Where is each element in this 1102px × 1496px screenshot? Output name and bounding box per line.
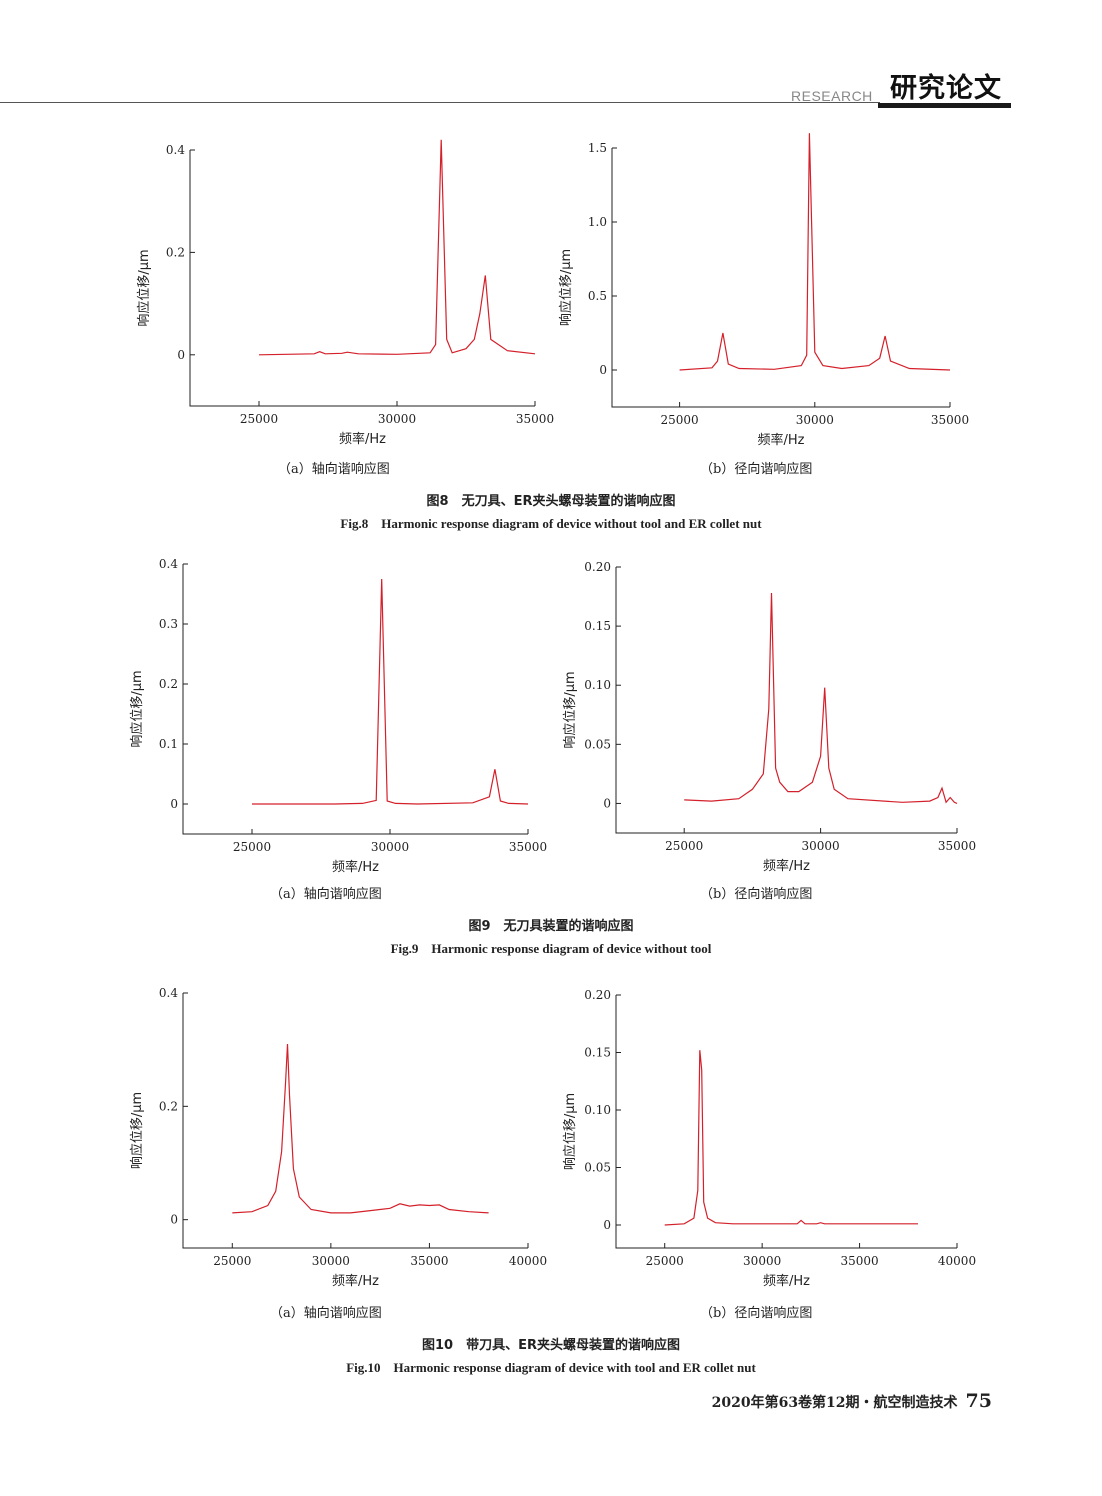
y-tick-label: 0.2 xyxy=(166,245,185,259)
figure-caption-en: Fig.9 Harmonic response diagram of devic… xyxy=(390,941,712,956)
figure-caption-en: Fig.10 Harmonic response diagram of devi… xyxy=(346,1360,756,1375)
y-tick-label: 0 xyxy=(603,1218,611,1232)
x-tick-label: 35000 xyxy=(516,412,554,426)
x-axis-title: 频率/Hz xyxy=(332,1273,379,1289)
y-tick-label: 0.4 xyxy=(159,557,178,571)
x-tick-label: 40000 xyxy=(938,1254,976,1268)
y-tick-label: 0.15 xyxy=(584,1046,611,1060)
axis-lines xyxy=(182,564,528,835)
page-footer: 2020年第63卷第12期・航空制造技术 75 xyxy=(712,1390,992,1412)
axis-lines xyxy=(182,993,528,1249)
y-tick-label: 0.15 xyxy=(584,619,611,633)
y-tick-label: 0.10 xyxy=(584,1103,611,1117)
x-tick-label: 30000 xyxy=(371,840,409,854)
y-tick-label: 0.2 xyxy=(159,1099,178,1113)
x-axis-title: 频率/Hz xyxy=(763,858,810,874)
y-tick-label: 0 xyxy=(599,363,607,377)
x-tick-label: 35000 xyxy=(931,413,969,427)
x-axis-title: 频率/Hz xyxy=(758,432,805,448)
axis-lines xyxy=(189,150,535,407)
page-number: 75 xyxy=(965,1390,992,1412)
y-tick-label: 1.0 xyxy=(588,215,607,229)
x-tick-label: 25000 xyxy=(646,1254,684,1268)
x-tick-label: 25000 xyxy=(661,413,699,427)
y-axis-title: 响应位移/μm xyxy=(129,1092,145,1169)
y-tick-label: 1.5 xyxy=(588,141,607,155)
x-tick-label: 35000 xyxy=(410,1254,448,1268)
y-tick-label: 0.05 xyxy=(584,1161,611,1175)
y-tick-label: 0.20 xyxy=(584,988,611,1002)
subcaption-fig10-b: （b）径向谐响应图 xyxy=(700,1306,813,1321)
series-line xyxy=(258,139,536,356)
x-tick-label: 35000 xyxy=(840,1254,878,1268)
figure-caption-zh: 图9 无刀具装置的谐响应图 xyxy=(468,919,634,934)
y-tick-label: 0.5 xyxy=(588,289,607,303)
y-tick-label: 0.10 xyxy=(584,678,611,692)
figure-caption-zh: 图10 带刀具、ER夹头螺母装置的谐响应图 xyxy=(422,1338,680,1353)
y-tick-label: 0 xyxy=(170,1213,178,1227)
y-tick-label: 0.1 xyxy=(159,737,178,751)
x-tick-label: 25000 xyxy=(213,1254,251,1268)
x-axis-title: 频率/Hz xyxy=(339,431,386,447)
x-tick-label: 30000 xyxy=(796,413,834,427)
y-tick-label: 0 xyxy=(603,796,611,810)
axis-lines xyxy=(615,567,957,834)
series-line xyxy=(664,1050,918,1226)
figure-caption-zh: 图8 无刀具、ER夹头螺母装置的谐响应图 xyxy=(426,494,676,509)
subcaption-fig8-b: （b）径向谐响应图 xyxy=(700,462,813,477)
series-line xyxy=(232,1043,489,1214)
y-axis-title: 响应位移/μm xyxy=(129,670,145,747)
x-axis-title: 频率/Hz xyxy=(763,1273,810,1289)
series-line xyxy=(252,578,529,805)
y-tick-label: 0 xyxy=(170,797,178,811)
subcaption-fig10-a: （a）轴向谐响应图 xyxy=(270,1306,382,1321)
y-tick-label: 0.4 xyxy=(159,986,178,1000)
y-axis-title: 响应位移/μm xyxy=(562,1093,578,1170)
y-tick-label: 0.3 xyxy=(159,617,178,631)
series-line xyxy=(684,592,958,804)
y-tick-label: 0.2 xyxy=(159,677,178,691)
y-tick-label: 0.4 xyxy=(166,143,185,157)
subcaption-fig9-b: （b）径向谐响应图 xyxy=(700,887,813,902)
y-tick-label: 0.20 xyxy=(584,560,611,574)
x-tick-label: 25000 xyxy=(240,412,278,426)
x-tick-label: 30000 xyxy=(802,839,840,853)
y-tick-label: 0.05 xyxy=(584,737,611,751)
subcaption-fig8-a: （a）轴向谐响应图 xyxy=(278,462,390,477)
y-axis-title: 响应位移/μm xyxy=(562,671,578,748)
figure-caption-en: Fig.8 Harmonic response diagram of devic… xyxy=(340,516,762,531)
axis-lines xyxy=(611,148,950,408)
x-tick-label: 30000 xyxy=(312,1254,350,1268)
y-axis-title: 响应位移/μm xyxy=(136,249,152,326)
x-tick-label: 30000 xyxy=(743,1254,781,1268)
x-tick-label: 30000 xyxy=(378,412,416,426)
x-tick-label: 35000 xyxy=(509,840,547,854)
y-axis-title: 响应位移/μm xyxy=(558,249,574,326)
x-tick-label: 35000 xyxy=(938,839,976,853)
section-label-zh: 研究论文 xyxy=(890,73,1002,104)
x-tick-label: 25000 xyxy=(233,840,271,854)
header-rule xyxy=(0,102,880,103)
axis-lines xyxy=(615,995,957,1249)
header-bar xyxy=(878,103,1011,108)
subcaption-fig9-a: （a）轴向谐响应图 xyxy=(270,887,382,902)
y-tick-label: 0 xyxy=(177,348,185,362)
x-tick-label: 25000 xyxy=(665,839,703,853)
series-line xyxy=(679,133,951,371)
journal-issue: 2020年第63卷第12期・航空制造技术 xyxy=(711,1395,958,1411)
x-axis-title: 频率/Hz xyxy=(332,859,379,875)
section-label-en: RESEARCH xyxy=(791,88,873,104)
x-tick-label: 40000 xyxy=(509,1254,547,1268)
